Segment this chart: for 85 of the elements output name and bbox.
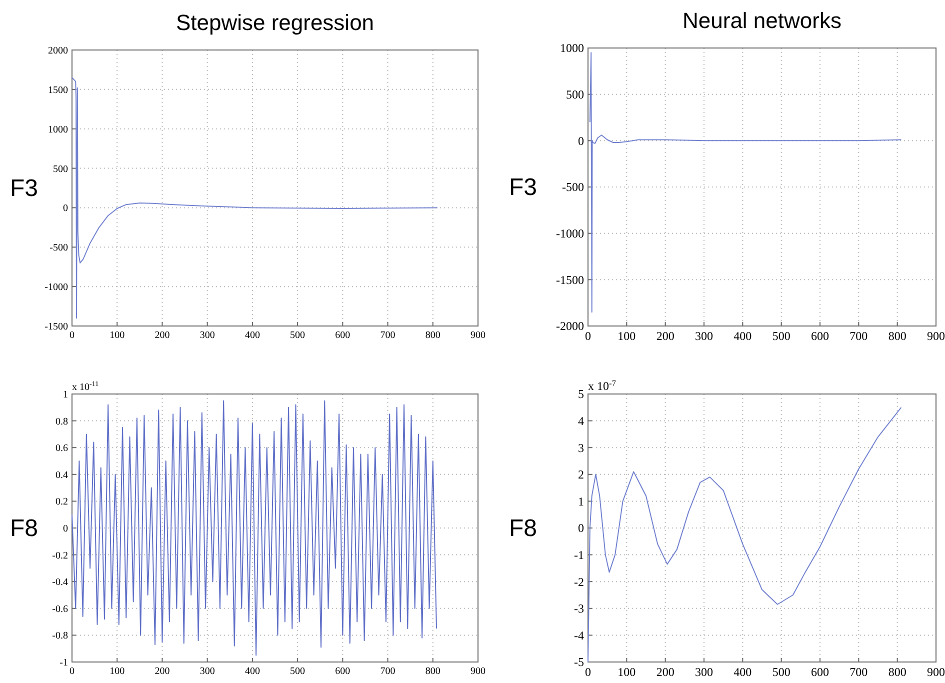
x-tick-label: 100 <box>618 329 636 343</box>
x-tick-label: 700 <box>380 330 396 341</box>
line-series <box>72 77 438 319</box>
x-tick-label: 900 <box>927 665 945 679</box>
x-tick-label: 700 <box>850 329 868 343</box>
x-tick-label: 800 <box>425 666 440 677</box>
x-tick-label: 300 <box>200 666 215 677</box>
x-tick-label: 500 <box>772 329 790 343</box>
x-tick-label: 100 <box>618 665 636 679</box>
x-tick-label: 200 <box>154 666 170 677</box>
x-tick-label: 500 <box>290 330 306 341</box>
line-series <box>72 400 437 656</box>
text: x 10$^{-11}$ <box>72 380 100 393</box>
y-tick-label: 4 <box>578 414 584 428</box>
y-tick-label: 2000 <box>48 46 68 56</box>
y-tick-label: -5 <box>574 655 584 670</box>
x-tick-label: 300 <box>695 665 713 679</box>
x-tick-label: 900 <box>470 330 486 341</box>
x-tick-label: 900 <box>470 666 486 677</box>
y-tick-label: 1 <box>578 494 584 508</box>
y-tick-label: -2000 <box>556 319 584 334</box>
x-tick-label: 600 <box>335 330 350 341</box>
y-tick-label: 0 <box>63 524 68 534</box>
x-tick-label: 400 <box>734 329 752 343</box>
y-tick-label: 0 <box>578 134 584 148</box>
y-tick-label: 0.8 <box>56 416 68 428</box>
y-tick-label: 0 <box>63 203 68 214</box>
x-tick-label: 200 <box>656 329 674 343</box>
y-tick-label: -0.8 <box>52 630 68 642</box>
line-series <box>589 52 902 313</box>
y-tick-label: -1000 <box>44 282 68 294</box>
y-tick-label: -0.6 <box>52 604 68 615</box>
y-tick-label: -2 <box>574 574 584 589</box>
y-tick-label: -0.2 <box>52 550 68 562</box>
x-tick-label: 800 <box>425 330 440 341</box>
y-tick-label: 3 <box>578 440 584 455</box>
y-tick-label: 500 <box>566 88 584 102</box>
y-axis-title: F8 <box>508 515 538 542</box>
x-tick-label: 400 <box>244 666 260 677</box>
x-tick-label: 500 <box>772 665 790 679</box>
x-tick-label: 400 <box>734 665 752 679</box>
line-series <box>588 406 902 662</box>
x-tick-label: 800 <box>888 665 906 679</box>
chart-title: Stepwise regression <box>176 10 374 35</box>
y-axis-title: F3 <box>10 175 38 202</box>
y-tick-label: -500 <box>562 180 584 194</box>
y-tick-label: 1000 <box>560 41 584 56</box>
x-tick-label: 900 <box>927 329 945 343</box>
y-tick-label: -1500 <box>556 272 584 287</box>
y-tick-label: 0.6 <box>56 443 68 454</box>
x-tick-label: 700 <box>850 665 868 679</box>
text: x 10$^{-7}$ <box>588 378 616 393</box>
y-tick-label: -3 <box>574 602 584 616</box>
y-tick-label: 0.2 <box>56 496 68 508</box>
x-tick-label: 300 <box>200 330 215 341</box>
y-tick-label: -500 <box>50 242 68 254</box>
y-tick-label: 2 <box>578 468 584 482</box>
y-axis-title: F3 <box>508 174 538 201</box>
x-tick-label: 500 <box>290 666 306 677</box>
x-tick-label: 200 <box>656 665 674 679</box>
y-tick-label: 1000 <box>48 124 68 136</box>
x-tick-label: 200 <box>154 330 170 341</box>
y-tick-label: -4 <box>574 628 584 642</box>
chart-title: Neural networks <box>682 8 842 33</box>
y-tick-label: 0.4 <box>56 470 68 481</box>
y-tick-label: 1 <box>63 390 68 400</box>
y-tick-label: -1500 <box>44 322 68 332</box>
y-tick-label: -1000 <box>556 226 584 241</box>
y-tick-label: -1 <box>574 548 584 562</box>
y-tick-label: 500 <box>53 164 68 175</box>
x-tick-label: 100 <box>110 666 125 677</box>
x-tick-label: 800 <box>888 329 906 343</box>
x-tick-label: 600 <box>335 666 350 677</box>
x-tick-label: 100 <box>110 330 125 341</box>
y-tick-label: 1500 <box>48 84 68 96</box>
x-tick-label: 600 <box>811 665 829 679</box>
y-tick-label: -1 <box>60 658 68 668</box>
x-tick-label: 400 <box>244 330 260 341</box>
x-tick-label: 700 <box>380 666 396 677</box>
y-tick-label: -0.4 <box>52 577 68 588</box>
y-tick-label: 0 <box>578 521 584 536</box>
y-axis-title: F8 <box>10 515 38 542</box>
y-tick-label: 5 <box>578 387 584 402</box>
x-tick-label: 300 <box>695 329 713 343</box>
x-tick-label: 600 <box>811 329 829 343</box>
